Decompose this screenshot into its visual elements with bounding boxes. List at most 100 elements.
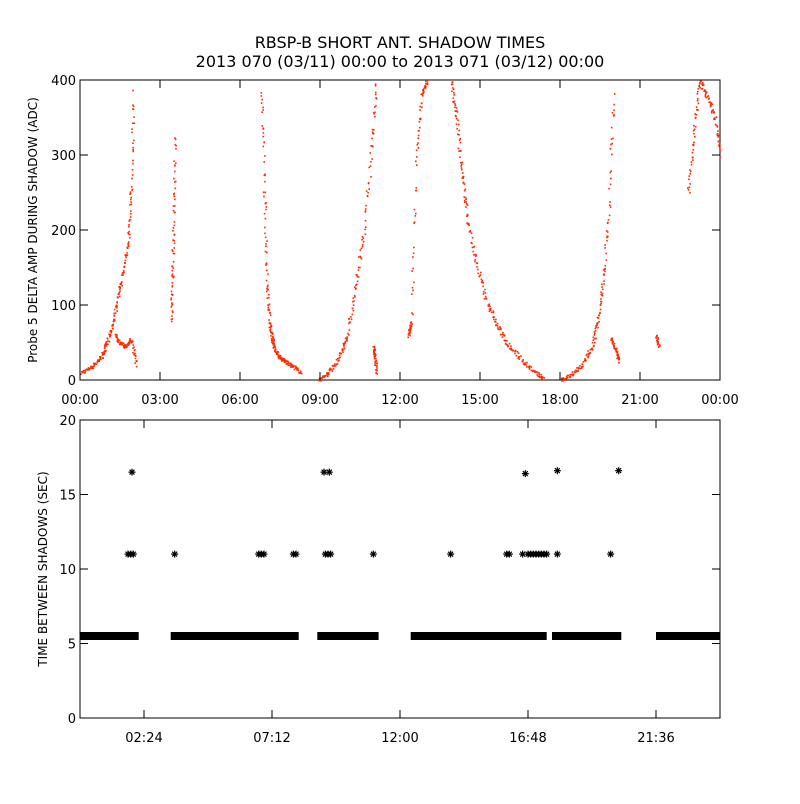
amplitude-point (374, 93, 377, 96)
amplitude-point (358, 256, 360, 258)
interval-point (327, 550, 335, 558)
amplitude-point (419, 105, 421, 108)
amplitude-point (413, 221, 416, 223)
amplitude-point (591, 341, 594, 344)
amplitude-point (457, 119, 459, 121)
amplitude-point (99, 356, 101, 358)
amplitude-point (610, 143, 612, 146)
amplitude-point (517, 352, 520, 354)
amplitude-point (717, 136, 719, 138)
amplitude-point (457, 147, 460, 150)
amplitude-point (375, 357, 377, 360)
x-tick-label: 12:00 (381, 393, 418, 408)
amplitude-point (116, 307, 118, 309)
amplitude-point (108, 340, 111, 343)
amplitude-point (84, 369, 87, 371)
amplitude-point (471, 246, 474, 249)
amplitude-point (120, 343, 123, 346)
amplitude-point (528, 365, 531, 368)
x-tick-label: 07:12 (253, 731, 290, 746)
amplitude-point (605, 230, 608, 232)
amplitude-point (596, 323, 599, 325)
amplitude-point (703, 90, 705, 92)
amplitude-point (117, 296, 119, 299)
amplitude-point (419, 109, 421, 111)
x-tick-label: 18:00 (541, 393, 578, 408)
amplitude-point (113, 308, 116, 311)
amplitude-point (271, 342, 274, 345)
amplitude-point (718, 143, 721, 145)
amplitude-point (709, 103, 712, 106)
amplitude-point (280, 358, 282, 360)
amplitude-point (451, 90, 453, 93)
amplitude-point (455, 123, 458, 125)
amplitude-point (615, 348, 617, 351)
amplitude-point (278, 356, 281, 358)
amplitude-point (361, 245, 364, 248)
amplitude-point (128, 234, 131, 236)
amplitude-point (260, 92, 263, 94)
amplitude-point (332, 365, 334, 367)
amplitude-point (328, 368, 331, 371)
amplitude-point (337, 358, 339, 360)
amplitude-point (594, 332, 596, 335)
amplitude-point (110, 330, 113, 332)
amplitude-point (124, 262, 126, 264)
amplitude-point (492, 310, 495, 312)
amplitude-point (488, 303, 491, 305)
amplitude-point (346, 340, 348, 342)
amplitude-point (119, 288, 121, 291)
amplitude-point (689, 183, 691, 185)
amplitude-point (423, 91, 425, 93)
amplitude-point (136, 360, 138, 363)
amplitude-point (132, 142, 134, 144)
amplitude-point (129, 236, 131, 239)
amplitude-point (543, 377, 546, 379)
amplitude-point (367, 191, 369, 194)
amplitude-point (132, 148, 134, 151)
amplitude-point (276, 352, 278, 354)
amplitude-point (171, 293, 173, 295)
amplitude-point (699, 86, 701, 89)
amplitude-point (492, 316, 494, 318)
amplitude-point (266, 251, 268, 254)
amplitude-point (270, 339, 273, 342)
amplitude-point (455, 115, 457, 118)
amplitude-point (297, 369, 300, 372)
amplitude-point (118, 286, 121, 288)
baseline-run (317, 632, 379, 640)
amplitude-point (170, 297, 173, 299)
amplitude-point (618, 357, 621, 360)
amplitude-point (90, 366, 93, 369)
amplitude-point (172, 252, 175, 255)
amplitude-point (260, 102, 263, 104)
amplitude-point (687, 189, 690, 191)
amplitude-point (534, 371, 537, 373)
amplitude-point (174, 198, 176, 201)
amplitude-point (593, 334, 596, 336)
amplitude-point (270, 337, 273, 340)
amplitude-point (415, 212, 417, 215)
x-tick-label: 00:00 (61, 393, 98, 408)
amplitude-point (260, 95, 263, 97)
amplitude-point (105, 342, 108, 345)
amplitude-point (267, 284, 269, 287)
amplitude-point (122, 274, 124, 276)
amplitude-point (272, 344, 275, 346)
amplitude-point (269, 329, 271, 332)
amplitude-point (172, 261, 175, 263)
amplitude-point (571, 373, 573, 376)
amplitude-point (495, 324, 498, 326)
amplitude-point (692, 159, 694, 161)
amplitude-point (530, 369, 533, 372)
amplitude-point (601, 292, 604, 295)
amplitude-point (610, 170, 613, 172)
amplitude-point (463, 196, 465, 198)
amplitude-point (501, 333, 504, 336)
amplitude-point (267, 306, 270, 309)
amplitude-point (569, 373, 571, 376)
amplitude-point (362, 240, 365, 243)
amplitude-point (98, 358, 101, 361)
amplitude-point (320, 379, 323, 382)
amplitude-point (594, 330, 597, 332)
